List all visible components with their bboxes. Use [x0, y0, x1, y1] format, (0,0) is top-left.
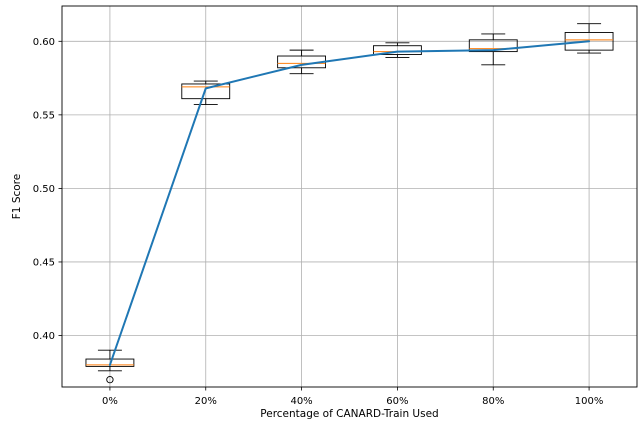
box-0pct: [85, 349, 135, 384]
y-axis-label: F1 Score: [11, 174, 23, 219]
box-100pct: [564, 23, 614, 54]
x-axis-label: Percentage of CANARD-Train Used: [260, 408, 438, 420]
x-tick-label: 100%: [575, 396, 604, 407]
y-tick-label: 0.55: [33, 110, 55, 121]
iqr-box: [564, 32, 614, 51]
x-tick-label: 80%: [482, 396, 504, 407]
iqr-box: [468, 39, 518, 53]
y-tick-label: 0.60: [33, 37, 55, 48]
outlier-point: [106, 375, 114, 384]
x-tick-label: 40%: [290, 396, 312, 407]
iqr-box: [373, 45, 422, 55]
series-line: [108, 40, 591, 366]
grid-lines: [62, 6, 637, 387]
box-20pct: [181, 80, 231, 106]
y-tick-label: 0.45: [33, 257, 55, 268]
y-tick-label: 0.40: [33, 331, 55, 342]
iqr-box: [85, 358, 135, 367]
y-tick-label: 0.50: [33, 184, 55, 195]
plot-frame: [61, 5, 638, 388]
x-tick-label: 0%: [102, 396, 118, 407]
mean-line: [108, 40, 591, 366]
iqr-box: [181, 83, 231, 100]
axis-ticks: 0% 20% 40% 60% 80% 100% 0.40 0.45 0.50 0.55 0.60: [33, 37, 604, 407]
box-plots: [85, 23, 614, 384]
x-tick-label: 60%: [386, 396, 408, 407]
x-tick-label: 20%: [195, 396, 217, 407]
